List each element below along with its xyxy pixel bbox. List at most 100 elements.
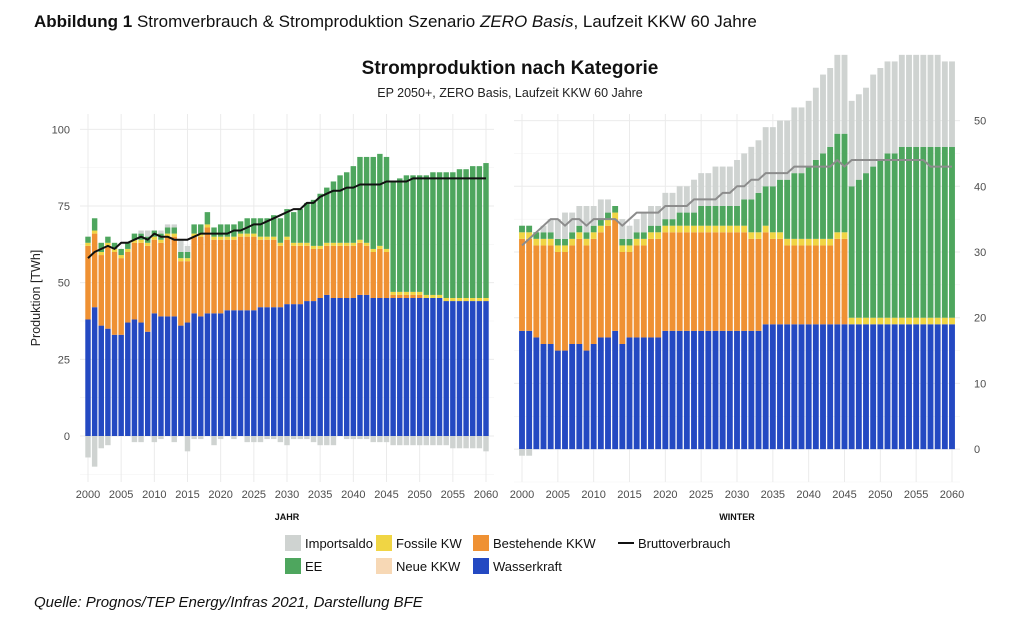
bar-ee <box>913 146 920 318</box>
bar-wasserkraft <box>271 307 277 436</box>
chart-subtitle: EP 2050+, ZERO Basis, Laufzeit KKW 60 Ja… <box>377 86 643 100</box>
bar-wasserkraft <box>791 324 798 450</box>
bar-bestehende-kkw <box>805 245 812 325</box>
bar-wasserkraft <box>741 330 748 450</box>
bar-importsaldo <box>762 127 769 187</box>
bar-fossile-kw <box>719 225 726 233</box>
bar-ee <box>712 206 719 226</box>
bar-importsaldo <box>891 61 898 154</box>
bar-fossile-kw <box>712 225 719 233</box>
bar-wasserkraft <box>370 298 376 436</box>
bar-wasserkraft <box>383 298 390 436</box>
bar-ee <box>569 232 576 239</box>
bar-bestehende-kkw <box>626 252 633 338</box>
bar-bestehende-kkw <box>576 238 583 344</box>
bar-ee <box>683 212 690 226</box>
bar-wasserkraft <box>640 337 647 450</box>
bar-bestehende-kkw <box>655 238 662 338</box>
bar-ee <box>590 225 597 233</box>
bar-ee <box>855 179 862 318</box>
bar-bestehende-kkw <box>158 242 164 317</box>
bar-bestehende-kkw <box>264 239 270 308</box>
bar-wasserkraft <box>820 324 826 450</box>
bar-wasserkraft <box>284 304 290 436</box>
bar-bestehende-kkw <box>290 245 297 305</box>
bar-ee <box>920 146 927 318</box>
bar-bestehende-kkw <box>741 232 748 331</box>
bar-ee <box>655 225 662 233</box>
legend-swatch-fossile-kw <box>376 535 392 551</box>
bar-bestehende-kkw <box>547 245 554 344</box>
bar-fossile-kw <box>416 291 423 295</box>
bar-importsaldo-negative <box>217 436 224 440</box>
bar-bestehende-kkw <box>297 245 303 305</box>
bar-wasserkraft <box>290 304 297 436</box>
bar-wasserkraft <box>198 316 204 436</box>
bar-ee <box>669 219 676 226</box>
bar-importsaldo-negative <box>284 436 290 446</box>
bar-wasserkraft <box>605 337 611 450</box>
x-tick-label: 2025 <box>689 489 713 501</box>
bar-wasserkraft <box>111 334 118 436</box>
bar-fossile-kw <box>198 233 204 237</box>
x-tick-label: 2000 <box>510 489 534 501</box>
bar-ee <box>171 227 177 234</box>
bar-ee <box>237 221 244 234</box>
bar-importsaldo <box>712 166 719 206</box>
bar-importsaldo <box>755 140 762 193</box>
bar-bestehende-kkw <box>519 238 525 331</box>
bar-importsaldo <box>913 54 920 147</box>
chart-title: Stromproduktion nach Kategorie <box>362 58 659 79</box>
bar-wasserkraft <box>884 324 891 450</box>
bar-ee <box>762 186 769 226</box>
bar-ee <box>726 206 733 226</box>
bar-importsaldo-negative <box>343 436 350 440</box>
bar-wasserkraft <box>891 324 898 450</box>
bar-importsaldo-negative <box>198 436 204 440</box>
bar-ee <box>576 225 583 233</box>
bar-ee <box>949 146 955 318</box>
bar-importsaldo <box>784 120 791 180</box>
bar-importsaldo-negative <box>350 436 357 440</box>
bar-fossile-kw <box>662 225 669 233</box>
y-tick-label: 0 <box>64 431 70 443</box>
bar-bestehende-kkw <box>784 245 791 325</box>
bar-bestehende-kkw <box>204 227 211 314</box>
x-tick-label: 2045 <box>374 489 398 501</box>
bar-fossile-kw <box>118 255 124 259</box>
bar-ee <box>791 173 798 239</box>
y-tick-label: 75 <box>58 201 70 213</box>
bar-importsaldo <box>626 225 633 239</box>
bar-fossile-kw <box>363 242 370 246</box>
bar-ee <box>597 219 604 226</box>
bar-wasserkraft <box>456 301 463 436</box>
bar-importsaldo-negative <box>310 436 317 443</box>
bar-ee <box>118 248 124 256</box>
bar-fossile-kw <box>410 291 416 295</box>
bar-ee <box>619 238 626 246</box>
x-tick-label: 2020 <box>208 489 232 501</box>
bar-fossile-kw <box>870 317 877 325</box>
bar-bestehende-kkw <box>125 252 131 323</box>
bar-bestehende-kkw <box>597 232 604 338</box>
bar-fossile-kw <box>855 317 862 325</box>
x-tick-label: 2035 <box>761 489 785 501</box>
bar-ee <box>633 232 640 239</box>
bar-fossile-kw <box>277 242 284 246</box>
bar-wasserkraft <box>324 294 330 436</box>
panel-jahr: 0 25 50 75 100 2000 2005 2010 2015 2020 2025 2030 20… <box>29 114 498 522</box>
bar-ee <box>423 175 430 295</box>
bar-importsaldo-negative <box>231 436 237 440</box>
panel-label: JAHR <box>275 512 300 522</box>
bar-fossile-kw <box>370 248 376 252</box>
bar-importsaldo <box>741 153 748 200</box>
bar-wasserkraft <box>726 330 733 450</box>
bar-importsaldo <box>158 230 164 234</box>
bar-wasserkraft <box>357 294 363 436</box>
bar-fossile-kw <box>913 317 920 325</box>
bar-bestehende-kkw <box>755 238 762 331</box>
bar-fossile-kw <box>934 317 941 325</box>
bar-importsaldo-negative <box>483 436 489 452</box>
x-tick-label: 2035 <box>308 489 332 501</box>
bar-fossile-kw <box>224 236 231 240</box>
